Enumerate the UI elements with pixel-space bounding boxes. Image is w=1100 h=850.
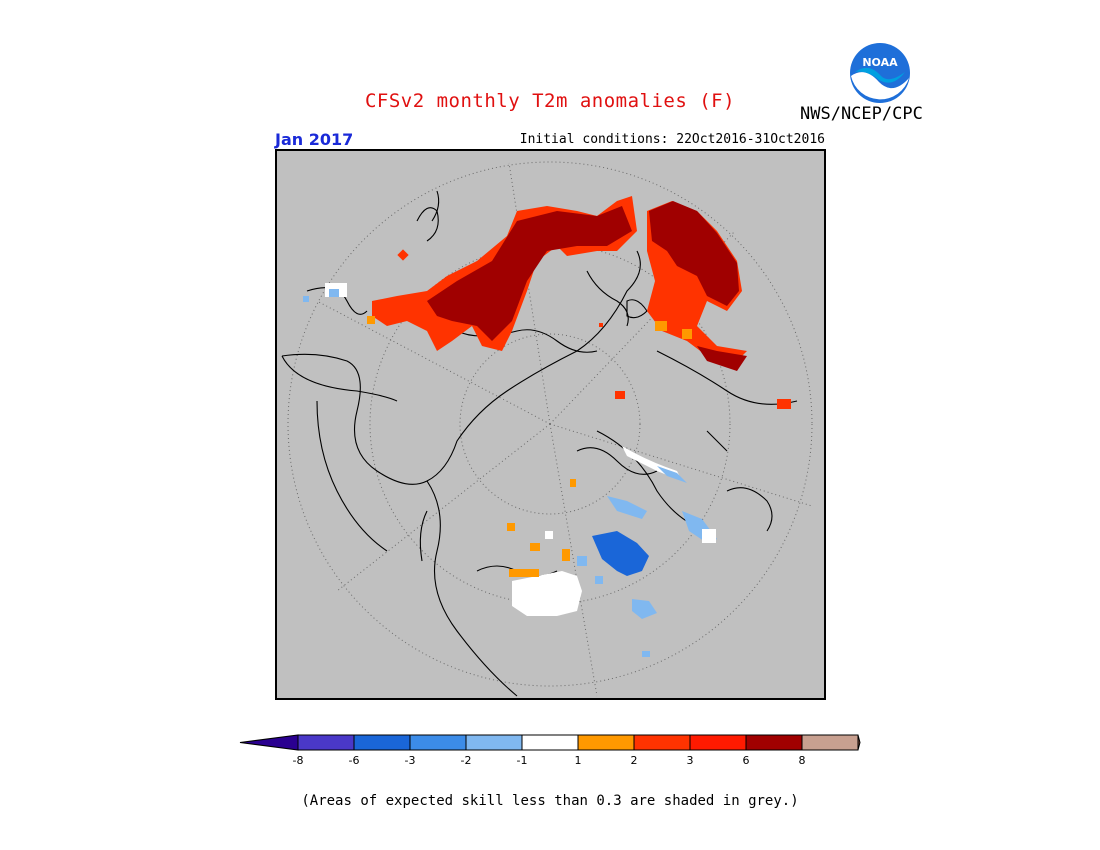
legend-tick-label: 6 — [742, 754, 750, 767]
map-title: CFSv2 monthly T2m anomalies (F) — [364, 90, 736, 112]
legend-swatch — [689, 734, 747, 751]
legend-tick-label: 2 — [630, 754, 638, 767]
legend-swatch — [297, 734, 355, 751]
legend-tick-label: 3 — [686, 754, 694, 767]
forecast-month: Jan 2017 — [275, 130, 354, 149]
agency-label: NWS/NCEP/CPC — [800, 104, 923, 124]
initial-conditions: Initial conditions: 22Oct2016-31Oct2016 — [519, 132, 825, 147]
legend-tick-label: -1 — [516, 754, 528, 767]
legend-tick-label: -2 — [460, 754, 472, 767]
polar-map — [275, 149, 826, 700]
legend-swatch — [801, 734, 859, 751]
legend-swatch — [521, 734, 579, 751]
legend-swatch — [577, 734, 635, 751]
noaa-logo-text: NOAA — [862, 56, 898, 69]
anomaly-alaska — [303, 283, 347, 302]
map-graticule — [287, 161, 813, 697]
legend-tick-label: -6 — [348, 754, 360, 767]
legend-swatch — [745, 734, 803, 751]
skill-footnote: (Areas of expected skill less than 0.3 a… — [301, 793, 799, 809]
legend-arrow-low — [239, 734, 299, 751]
legend-swatch — [633, 734, 691, 751]
legend-tick-label: -3 — [404, 754, 416, 767]
legend-tick-label: 1 — [574, 754, 582, 767]
cold-anomaly-canada — [592, 446, 717, 657]
neutral-anomaly-greenland — [507, 479, 587, 616]
legend-swatch — [409, 734, 467, 751]
warm-anomaly-eastern-siberia — [599, 201, 791, 409]
color-legend-bar — [239, 734, 861, 751]
legend-swatch — [353, 734, 411, 751]
legend-tick-label: -8 — [292, 754, 304, 767]
legend-arrow-high — [857, 734, 861, 751]
legend-tick-label: 8 — [798, 754, 806, 767]
noaa-logo: NOAA — [850, 43, 910, 103]
legend-swatch — [465, 734, 523, 751]
warm-anomaly-siberia — [367, 196, 637, 351]
